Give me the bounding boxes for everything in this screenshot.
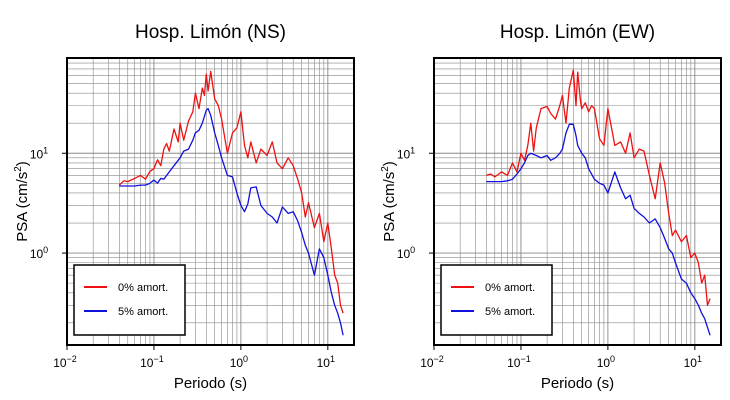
x-tick-label: 100 bbox=[597, 354, 615, 370]
x-axis-label: Periodo (s) bbox=[541, 375, 614, 392]
y-tick-label: 101 bbox=[397, 145, 415, 161]
legend-box bbox=[73, 264, 186, 336]
legend-box bbox=[440, 264, 553, 336]
chart-title: Hosp. Limón (NS) bbox=[135, 22, 286, 43]
plot-frame bbox=[433, 57, 722, 346]
y-tick-label: 100 bbox=[30, 245, 48, 261]
x-tick-label: 100 bbox=[230, 354, 248, 370]
y-tick-label: 101 bbox=[30, 145, 48, 161]
y-axis-label: PSA (cm/s2) bbox=[13, 161, 31, 242]
x-tick-label: 101 bbox=[317, 354, 335, 370]
legend-label: 0% amort. bbox=[485, 282, 535, 294]
x-tick-label: 101 bbox=[684, 354, 702, 370]
x-tick-label: 10−1 bbox=[140, 354, 164, 370]
x-axis-label: Periodo (s) bbox=[174, 375, 247, 392]
panel-ew: 10−2 10−1 100 101 100 101 Hosp. Limón (EW) Peri… bbox=[380, 22, 722, 392]
plot-frame bbox=[66, 57, 355, 346]
x-tick-label: 10−1 bbox=[507, 354, 531, 370]
series-line-damping-5 bbox=[486, 123, 711, 336]
x-tick-label: 10−2 bbox=[420, 354, 444, 370]
y-tick-label: 100 bbox=[397, 245, 415, 261]
y-axis-label: PSA (cm/s2) bbox=[380, 161, 398, 242]
panel-ns: 10−2 10−1 100 101 100 101 Hosp. Limón (NS) Peri… bbox=[13, 22, 355, 392]
legend: 0% amort. 5% amort. bbox=[440, 264, 553, 336]
legend-label: 0% amort. bbox=[118, 282, 168, 294]
x-tick-label: 10−2 bbox=[53, 354, 77, 370]
chart-title: Hosp. Limón (EW) bbox=[500, 22, 655, 43]
series-line-damping-0 bbox=[486, 69, 711, 306]
legend: 0% amort. 5% amort. bbox=[73, 264, 186, 336]
series-line-damping-0 bbox=[118, 70, 344, 314]
legend-label: 5% amort. bbox=[485, 306, 535, 318]
series-line-damping-5 bbox=[119, 107, 344, 336]
legend-label: 5% amort. bbox=[118, 306, 168, 318]
grid bbox=[66, 57, 355, 345]
